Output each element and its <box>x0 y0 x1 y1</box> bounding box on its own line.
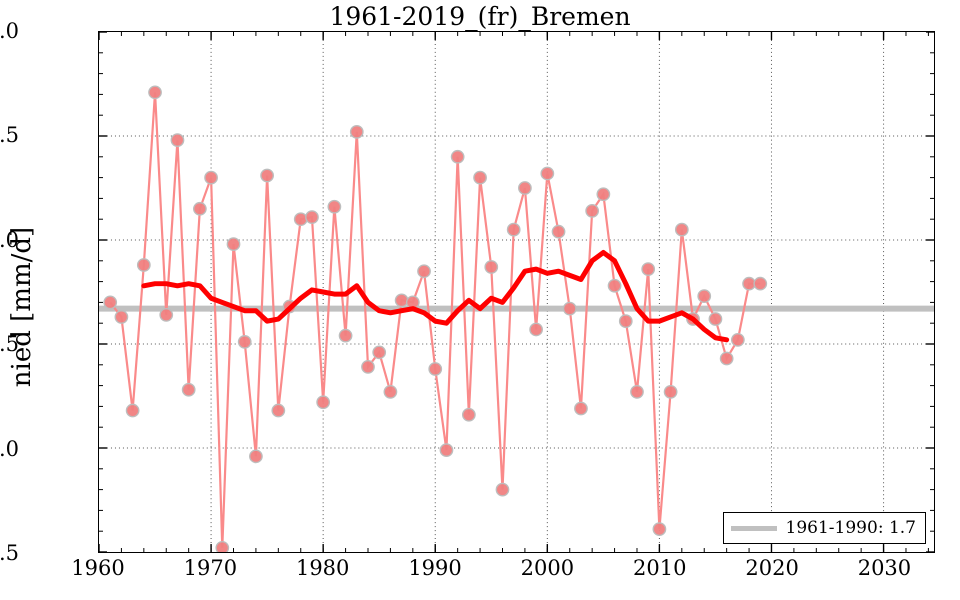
y-tick-label: 2.0 <box>0 227 19 252</box>
x-tick-label: 1980 <box>295 556 350 580</box>
y-tick-label: 1.5 <box>0 332 19 357</box>
x-tick-label: 2030 <box>857 556 912 580</box>
x-tick-label: 2000 <box>520 556 575 580</box>
y-tick-label: 2.5 <box>0 123 19 148</box>
reference-line-swatch <box>730 525 777 531</box>
data-layer <box>99 85 934 552</box>
x-tick-label: 1960 <box>71 556 125 580</box>
x-tick-label: 1970 <box>183 556 238 580</box>
y-tick-label: 0.5 <box>0 541 19 565</box>
y-tick-label: 3.0 <box>0 19 19 43</box>
plot-area: 1961-1990: 1.7 <box>98 31 935 553</box>
x-tick-label: 1990 <box>408 556 462 580</box>
y-tick-label: 1.0 <box>0 436 19 461</box>
legend: 1961-1990: 1.7 <box>722 512 926 544</box>
legend-label-reference: 1961-1990: 1.7 <box>785 518 916 538</box>
chart-title: 1961-2019_(fr)_Bremen <box>329 2 631 31</box>
x-tick-label: 2010 <box>633 556 687 580</box>
x-tick-label: 2020 <box>745 556 799 580</box>
